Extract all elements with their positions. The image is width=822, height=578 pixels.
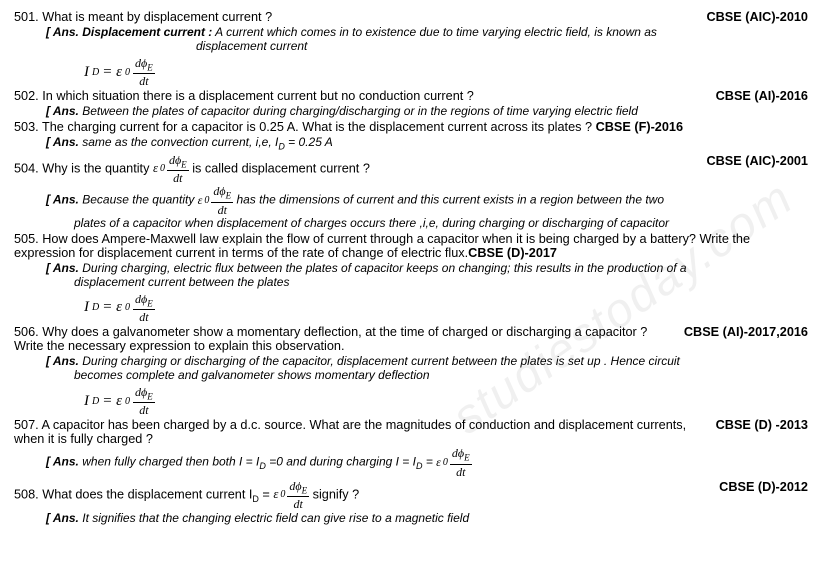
formula-displacement-current: ID = ε0 dϕEdt [84,386,808,416]
answer-line1: same as the convection current, i,e, I [82,135,278,149]
question-post: is called displacement current ? [192,161,370,175]
subscript: D [416,461,423,471]
answer-block: [ Ans. when fully charged then both I = … [46,447,808,477]
formula-inline: ε0dϕEdt [153,154,189,184]
question-row: 504. Why is the quantity ε0dϕEdt is call… [14,154,808,184]
answer-block: [ Ans. Displacement current : A current … [46,25,808,53]
question-body: Why does a galvanometer show a momentary… [14,325,647,353]
question-row: 508. What does the displacement current … [14,480,808,510]
question-number: 505. [14,232,39,246]
answer-label: [ Ans. [46,25,82,39]
answer-post: = [426,455,436,469]
answer-label: [ Ans. [46,135,82,149]
question-body: The charging current for a capacitor is … [42,120,592,134]
question-row: 501. What is meant by displacement curre… [14,10,808,24]
formula-displacement-current: ID = ε0 dϕEdt [84,57,808,87]
subscript: D [252,494,259,504]
exam-tag: CBSE (F)-2016 [596,120,683,134]
question-body: A capacitor has been charged by a d.c. s… [14,418,686,446]
answer-tail: = 0.25 A [285,135,333,149]
question-text: 508. What does the displacement current … [14,480,709,510]
answer-label: [ Ans. [46,511,82,525]
answer-post: has the dimensions of current and this c… [236,193,664,207]
answer-label: [ Ans. [46,193,82,207]
question-number: 502. [14,89,39,103]
question-text: 501. What is meant by displacement curre… [14,10,696,24]
answer-block: [ Ans. During charging or discharging of… [46,354,808,382]
formula-inline: ε0dϕEdt [436,447,471,477]
question-text: 504. Why is the quantity ε0dϕEdt is call… [14,154,696,184]
answer-block: [ Ans. Because the quantity ε0dϕEdt has … [46,185,808,229]
answer-line2: displacement current [196,39,808,53]
formula-inline: ε0dϕEdt [198,185,233,215]
question-row: 505. How does Ampere-Maxwell law explain… [14,232,808,260]
exam-tag: CBSE (AI)-2017,2016 [674,325,808,339]
answer-line1: During charging, electric flux between t… [82,261,686,275]
question-row: 507. A capacitor has been charged by a d… [14,418,808,446]
answer-line1: Between the plates of capacitor during c… [82,104,638,118]
question-row: 503. The charging current for a capacito… [14,120,808,134]
question-number: 504. [14,161,39,175]
answer-line2: plates of a capacitor when displacement … [74,216,808,230]
answer-line1: A current which comes in to existence du… [215,25,657,39]
exam-tag: CBSE (D)-2012 [709,480,808,494]
answer-line2: becomes complete and galvanometer shows … [74,368,808,382]
question-number: 503. [14,120,39,134]
answer-label: [ Ans. [46,354,82,368]
question-body: How does Ampere-Maxwell law explain the … [14,232,750,260]
exam-tag: CBSE (D) -2013 [706,418,808,432]
exam-tag: CBSE (AIC)-2010 [696,10,808,24]
question-number: 506. [14,325,39,339]
question-body: In which situation there is a displaceme… [42,89,474,103]
answer-line2: displacement current between the plates [74,275,808,289]
answer-line1: It signifies that the changing electric … [82,511,469,525]
formula-displacement-current: ID = ε0 dϕEdt [84,293,808,323]
question-post: signify ? [313,487,360,501]
question-pre: Why is the quantity [42,161,153,175]
question-text: 507. A capacitor has been charged by a d… [14,418,706,446]
question-row: 502. In which situation there is a displ… [14,89,808,103]
question-text: 506. Why does a galvanometer show a mome… [14,325,674,353]
answer-block: [ Ans. same as the convection current, i… [46,135,808,151]
question-body: What is meant by displacement current ? [42,10,272,24]
answer-pre: when fully charged then both I = I [82,455,259,469]
answer-label: [ Ans. [46,455,82,469]
answer-label: [ Ans. [46,261,82,275]
exam-tag: CBSE (D)-2017 [468,246,557,260]
answer-block: [ Ans. Between the plates of capacitor d… [46,104,808,118]
exam-tag: CBSE (AIC)-2001 [696,154,808,168]
answer-block: [ Ans. It signifies that the changing el… [46,511,808,525]
question-number: 501. [14,10,39,24]
question-number: 507. [14,418,39,432]
formula-inline: ε0dϕEdt [273,480,309,510]
question-text: 505. How does Ampere-Maxwell law explain… [14,232,808,260]
answer-pre: Because the quantity [82,193,197,207]
answer-block: [ Ans. During charging, electric flux be… [46,261,808,289]
answer-label: [ Ans. [46,104,82,118]
answer-term: Displacement current : [82,25,212,39]
question-row: 506. Why does a galvanometer show a mome… [14,325,808,353]
exam-tag: CBSE (AI)-2016 [706,89,808,103]
question-text: 503. The charging current for a capacito… [14,120,808,134]
question-text: 502. In which situation there is a displ… [14,89,706,103]
subscript: D [259,461,266,471]
answer-mid: =0 and during charging I = I [269,455,416,469]
question-pre: What does the displacement current I [42,487,252,501]
question-number: 508. [14,487,39,501]
answer-line1: During charging or discharging of the ca… [82,354,680,368]
